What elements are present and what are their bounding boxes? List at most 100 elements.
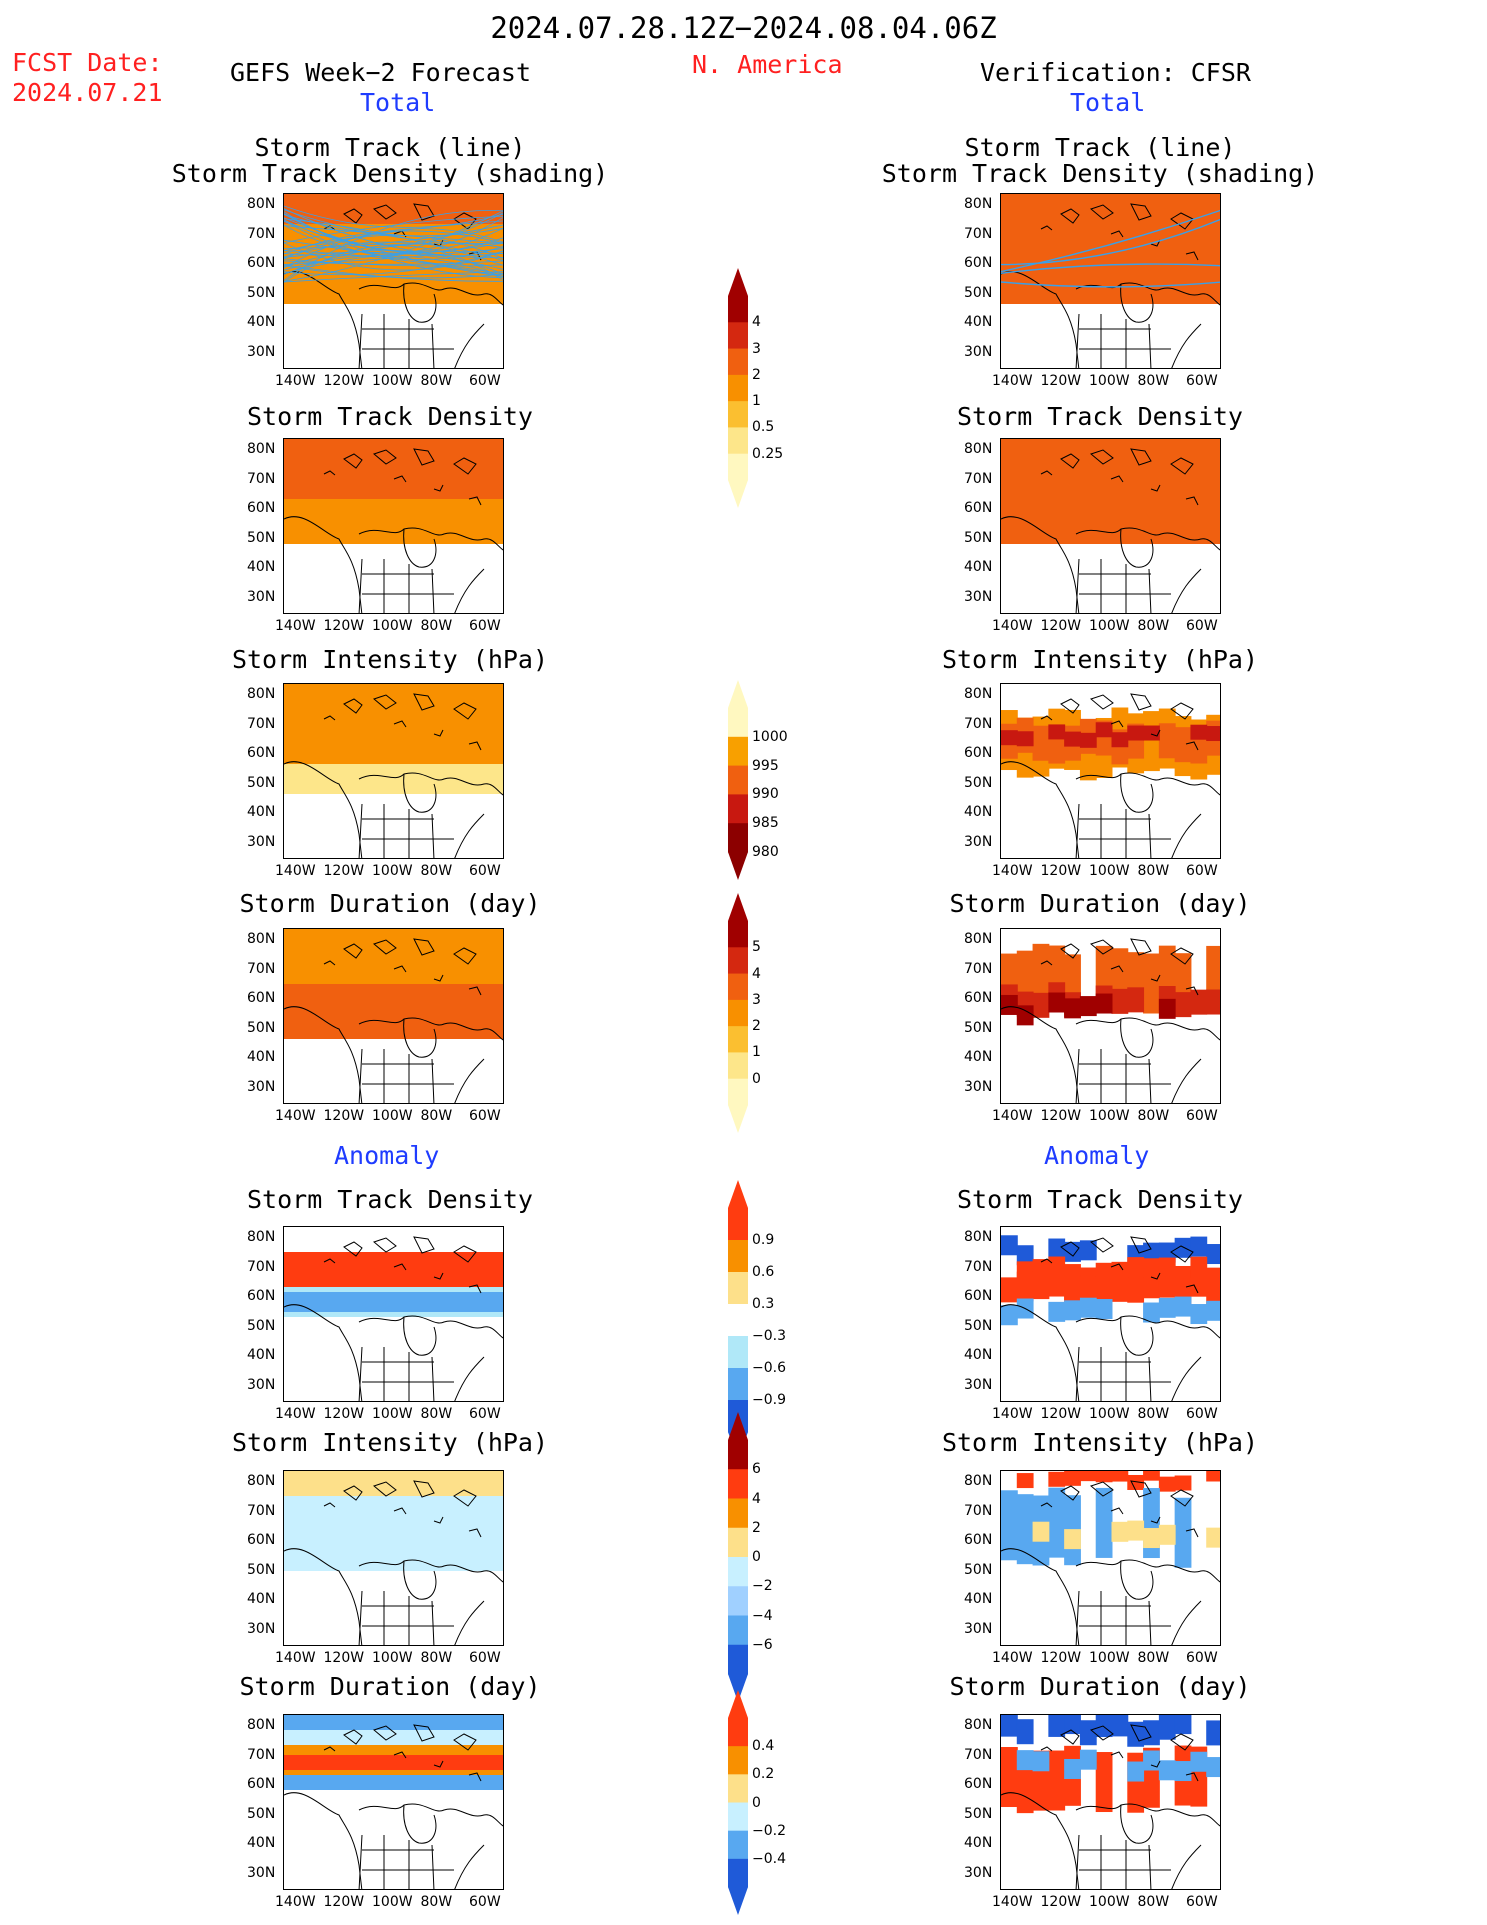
lon-tick-label: 100W: [372, 1650, 413, 1666]
right-map-panel-3: [1000, 683, 1221, 859]
left-map-panel-7: [283, 1714, 504, 1890]
shading-cell: [331, 439, 349, 499]
shading-cell: [457, 984, 475, 1039]
shading-cell: [1111, 732, 1129, 748]
storm-track-line: [284, 242, 503, 257]
coastline-path: [1060, 203, 1194, 230]
shading-cell: [1158, 1760, 1176, 1781]
shading-cell: [426, 1755, 443, 1770]
lon-tick-label: 60W: [469, 1650, 501, 1666]
shading-cell: [1143, 1720, 1160, 1746]
shading-cell: [1079, 1720, 1097, 1746]
storm-track-line: [284, 205, 503, 228]
left-map-panel-1: [283, 193, 504, 369]
lon-tick-label: 100W: [372, 1406, 413, 1422]
colorbar-tick-label: 0: [752, 1549, 761, 1565]
coastline-path: [1060, 448, 1194, 475]
left-panel2-title: Storm Track Density: [247, 402, 533, 431]
shading-cell: [315, 929, 333, 984]
shading-cell: [1143, 1750, 1160, 1771]
shading-cell: [1048, 1271, 1066, 1297]
coastline-path: [403, 1804, 437, 1844]
colorbar-segment: [728, 947, 748, 975]
colorbar-tick-label: −0.9: [752, 1392, 786, 1408]
lon-tick-label: 140W: [275, 373, 316, 389]
lat-tick-label: 30N: [964, 1078, 993, 1095]
lat-tick-label: 80N: [964, 1473, 993, 1489]
coastline-path: [362, 1063, 454, 1085]
lat-tick-label: 50N: [247, 1019, 276, 1036]
shading-cell: [1190, 1751, 1208, 1772]
coastline-path: [358, 1017, 503, 1041]
shading-cell: [394, 1292, 412, 1312]
lat-tick-label: 50N: [964, 1317, 993, 1334]
shading-cell: [1064, 194, 1081, 304]
shading-cell: [1048, 1238, 1066, 1259]
shading-cell: [315, 1730, 333, 1745]
coastline-path: [1001, 1548, 1080, 1645]
shading-cell: [1111, 439, 1129, 544]
lat-tick-label: 30N: [247, 1078, 276, 1095]
shading-cell: [426, 1775, 443, 1790]
lat-tick-label: 70N: [247, 470, 276, 487]
shading-cell: [410, 499, 428, 544]
shading-cell: [1158, 439, 1176, 544]
storm-track-line: [284, 264, 503, 282]
shading-cell: [473, 1471, 491, 1496]
coastline-path: [1001, 761, 1080, 858]
lat-tick-label: 40N: [247, 1835, 276, 1851]
lat-tick-label: 40N: [964, 1049, 993, 1065]
lat-tick-label: 80N: [964, 196, 993, 212]
shading-cell: [315, 1252, 333, 1287]
shading-cell: [299, 1730, 317, 1745]
coastline-path: [1171, 568, 1202, 613]
shading-cell: [473, 1252, 491, 1287]
shading-cell: [1064, 1471, 1081, 1486]
lon-tick-label: 60W: [1186, 1894, 1218, 1910]
colorbar-tick-label: 0: [752, 1794, 761, 1811]
right-panel2-title: Storm Track Density: [957, 402, 1243, 431]
lat-tick-label: 60N: [247, 990, 276, 1006]
colorbar-tick-label: −0.2: [752, 1822, 786, 1839]
colorbar-segment: [728, 1304, 748, 1337]
coastline-path: [284, 1548, 363, 1645]
shading-cell: [441, 1755, 459, 1770]
colorbar-segment: [728, 1802, 748, 1832]
right-map-panel-7: [1000, 1714, 1221, 1890]
shading-cell: [1111, 194, 1129, 304]
storm-track-line: [1001, 281, 1220, 288]
coastline-path: [403, 283, 437, 323]
shading-cell: [362, 1252, 380, 1287]
shading-cell: [473, 764, 491, 794]
lat-tick-label: 60N: [964, 1776, 993, 1792]
coastline-path: [1120, 1560, 1154, 1600]
colorbar-segment: [728, 1774, 748, 1803]
coastline-path: [1040, 960, 1199, 996]
map-plot: [1001, 194, 1220, 368]
colorbar-tick-label: 3: [752, 991, 761, 1008]
coastline-path: [1120, 1018, 1154, 1058]
shading-cell: [426, 1730, 443, 1745]
coastline-path: [1075, 1048, 1152, 1103]
shading-cell: [410, 1775, 428, 1790]
shading-cell: [331, 1471, 349, 1496]
shading-cell: [426, 1496, 443, 1571]
right-panel3-title: Storm Intensity (hPa): [941, 645, 1259, 674]
lat-tick-label: 80N: [964, 686, 993, 702]
shading-cell: [378, 1496, 396, 1571]
shading-cell: [362, 1292, 380, 1312]
shading-cell: [1001, 1277, 1018, 1303]
shading-cell: [299, 764, 317, 794]
lon-tick-label: 140W: [992, 1650, 1033, 1666]
map-plot: [284, 929, 503, 1103]
shading-cell: [1001, 994, 1018, 1015]
shading-cell: [489, 764, 503, 794]
shading-cell: [347, 1775, 364, 1790]
shading-cell: [394, 1715, 412, 1730]
shading-cell: [347, 194, 364, 224]
coastline-path: [1075, 1590, 1152, 1645]
colorbar-tick-label: 2: [752, 366, 761, 383]
lon-tick-label: 60W: [1186, 373, 1218, 389]
right-panel7-title: Storm Duration (day): [949, 1672, 1251, 1701]
storm-track-line: [284, 242, 503, 271]
